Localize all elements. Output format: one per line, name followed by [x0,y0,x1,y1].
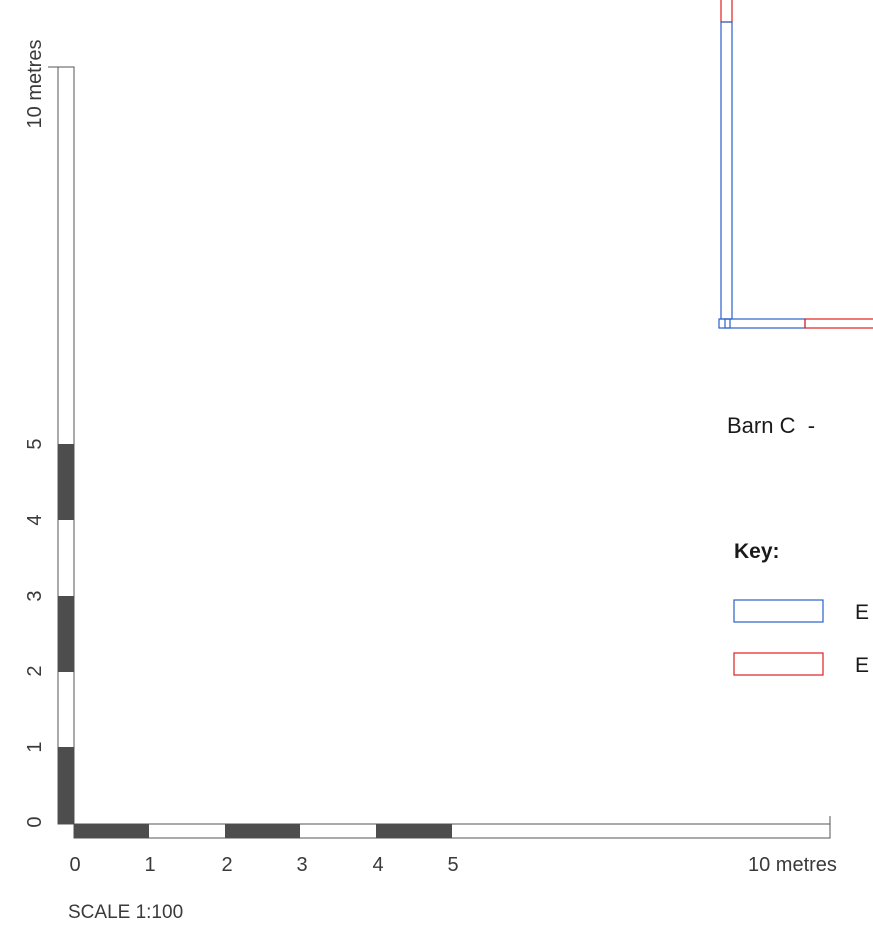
vertical-scale-label-0: 0 [24,816,46,827]
proposed-wall-top [720,0,733,23]
horizontal-scale-segment [225,824,300,838]
vertical-scale-segment [58,444,74,520]
vertical-scale-segment [58,747,74,824]
vertical-scale-label-3: 3 [24,590,46,601]
horizontal-scale-label-5: 5 [447,854,458,876]
drawing-title: Barn C - [727,413,827,438]
vertical-scale-label-5: 5 [24,438,46,449]
legend-label-existing: E [855,601,869,624]
legend-heading: Key: [734,540,780,563]
existing-floor-base [724,318,806,329]
vertical-scale-bar: 0 1 2 3 4 5 10 metres [24,40,75,828]
vertical-scale-label-4: 4 [24,514,46,525]
legend-swatch-existing [733,599,824,623]
horizontal-scale-label-10: 10 metres [748,854,837,876]
horizontal-scale-label-1: 1 [144,854,155,876]
vertical-scale-label-2: 2 [24,665,46,676]
scale-title: SCALE 1:100 [68,902,183,923]
horizontal-scale-label-0: 0 [69,854,80,876]
horizontal-scale-bar: 0 1 2 3 4 5 10 metres SCALE 1:100 [68,816,837,923]
vertical-scale-label-1: 1 [24,741,46,752]
vertical-scale-label-10: 10 metres [24,40,46,129]
horizontal-scale-label-2: 2 [221,854,232,876]
existing-wall-vertical [720,21,733,320]
horizontal-scale-segment [376,824,452,838]
horizontal-scale-label-3: 3 [296,854,307,876]
horizontal-scale-segment [74,824,149,838]
barn-elevation-outline [718,0,873,329]
vertical-scale-segment [58,596,74,672]
legend: Key: E E [733,540,869,677]
legend-swatch-proposed [733,652,824,676]
proposed-floor-base [804,318,873,329]
horizontal-scale-label-4: 4 [372,854,383,876]
legend-label-proposed: E [855,654,869,677]
